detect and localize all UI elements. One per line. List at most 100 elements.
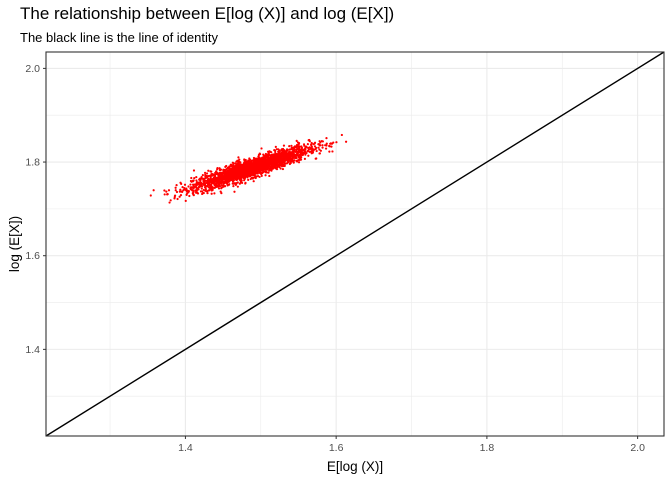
data-point [204, 186, 207, 189]
data-point [173, 197, 176, 200]
data-point [249, 177, 252, 181]
data-point [309, 150, 312, 153]
data-point [217, 187, 221, 190]
data-point [325, 137, 328, 140]
data-point [241, 166, 244, 169]
data-point [233, 190, 236, 193]
data-point [254, 172, 257, 175]
data-point [289, 158, 292, 161]
data-point [233, 169, 236, 172]
data-point [319, 149, 322, 152]
data-point [295, 156, 298, 159]
data-point [282, 144, 286, 147]
data-point [335, 141, 338, 144]
data-point [202, 177, 205, 180]
x-tick-label: 1.6 [329, 442, 344, 454]
data-point [314, 147, 317, 151]
data-point [310, 152, 313, 155]
data-point [236, 174, 239, 177]
x-tick-label: 1.4 [178, 442, 193, 454]
data-point [210, 185, 213, 188]
data-point [280, 148, 283, 151]
data-point [313, 145, 317, 148]
data-point [206, 176, 209, 179]
data-point [163, 193, 166, 196]
data-point [186, 189, 189, 192]
data-point [227, 170, 230, 173]
data-point [318, 140, 321, 143]
data-point [183, 183, 187, 186]
data-point [175, 184, 178, 187]
data-point [318, 148, 321, 151]
data-point [282, 164, 285, 168]
data-point [216, 177, 219, 180]
data-point [248, 161, 251, 164]
data-point [260, 174, 263, 177]
data-point [230, 163, 233, 166]
data-point [195, 175, 198, 179]
data-point [320, 140, 323, 143]
data-point [266, 158, 270, 161]
data-point [310, 145, 313, 148]
data-point [202, 191, 205, 195]
data-point [284, 162, 287, 165]
data-point [226, 182, 229, 185]
data-point [287, 154, 291, 157]
data-point [325, 142, 328, 145]
data-point [221, 173, 224, 176]
data-point [282, 163, 285, 166]
data-point [248, 167, 251, 170]
data-point [317, 146, 320, 149]
data-point [254, 159, 257, 162]
data-point [276, 154, 279, 157]
data-point [199, 182, 202, 186]
data-point [235, 182, 238, 185]
data-point [238, 167, 241, 170]
data-point [275, 163, 278, 166]
data-point [233, 173, 236, 176]
x-tick-label: 2.0 [630, 442, 645, 454]
data-point [220, 180, 224, 184]
data-point [237, 167, 240, 170]
data-point [287, 160, 290, 163]
data-point [244, 165, 248, 169]
data-point [197, 188, 200, 191]
data-point [260, 147, 263, 150]
data-point [207, 180, 211, 183]
data-point [268, 174, 271, 178]
data-point [166, 193, 169, 196]
data-point [315, 149, 318, 153]
data-point [236, 165, 239, 168]
data-point [229, 173, 233, 176]
data-point [223, 170, 226, 173]
data-point [279, 161, 282, 165]
data-point [245, 169, 248, 172]
data-point [274, 145, 277, 148]
data-point [180, 190, 183, 193]
data-point [199, 179, 202, 182]
data-point [255, 164, 258, 167]
data-point [324, 147, 328, 150]
data-point [306, 143, 309, 146]
data-point [270, 158, 273, 161]
data-point [226, 174, 229, 177]
data-point [196, 192, 200, 195]
data-point [206, 190, 209, 193]
data-point [288, 145, 291, 148]
data-point [240, 176, 243, 179]
data-point [275, 156, 278, 159]
data-point [215, 183, 218, 187]
data-point [204, 179, 207, 182]
data-point [185, 193, 188, 197]
data-point [262, 165, 265, 169]
data-point [303, 157, 307, 160]
data-point [249, 158, 252, 161]
data-point [237, 159, 240, 163]
data-point [240, 179, 243, 182]
data-point [305, 145, 308, 149]
data-point [254, 176, 257, 180]
data-point [244, 182, 247, 185]
data-point [245, 160, 248, 163]
data-point [255, 166, 258, 169]
